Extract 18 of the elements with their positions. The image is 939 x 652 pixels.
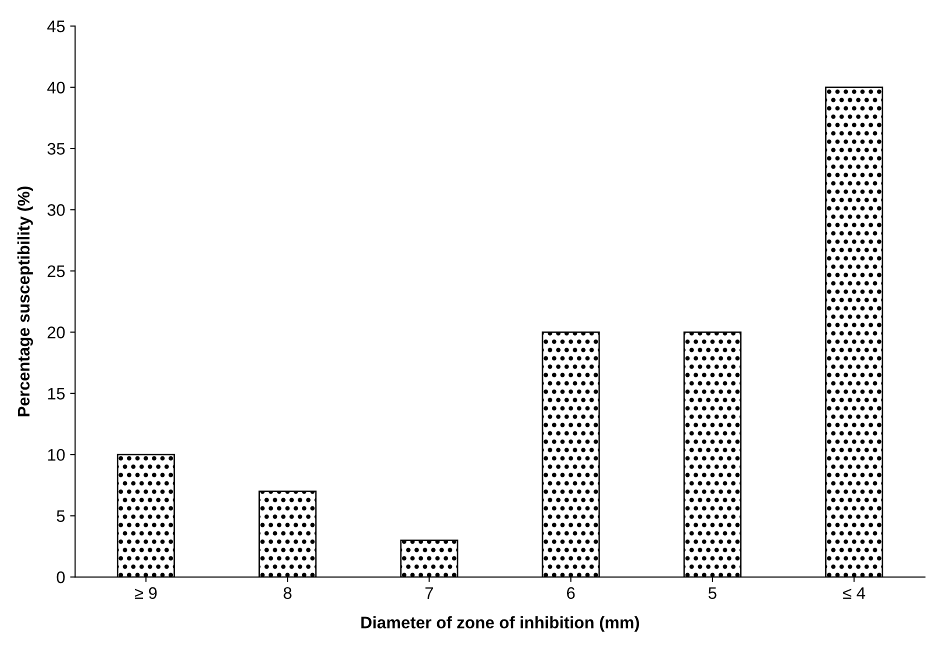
y-tick-label: 0 xyxy=(56,571,65,584)
y-tick-label: 10 xyxy=(48,448,65,461)
x-tick-label: 8 xyxy=(284,587,292,599)
y-tick-label: 15 xyxy=(48,388,65,400)
x-axis-title: Diameter of zone of inhibition (mm) xyxy=(361,616,640,632)
y-axis-title: Percentage susceptibility (%) xyxy=(17,186,33,416)
x-tick-label: 6 xyxy=(567,587,575,599)
y-tick-label: 20 xyxy=(48,326,65,338)
x-tick-label: ≤ 4 xyxy=(843,587,866,599)
y-tick-label: 25 xyxy=(48,265,65,278)
x-tick-label: 5 xyxy=(708,587,716,599)
x-tick-label: 7 xyxy=(425,587,433,599)
x-tick-label: ≥ 9 xyxy=(134,587,157,599)
y-tick-label: 30 xyxy=(47,204,65,216)
y-tick-label: 5 xyxy=(56,510,65,522)
y-tick-label: 35 xyxy=(47,142,65,155)
y-tick-label: 40 xyxy=(47,82,65,94)
y-tick-label: 45 xyxy=(47,20,65,32)
